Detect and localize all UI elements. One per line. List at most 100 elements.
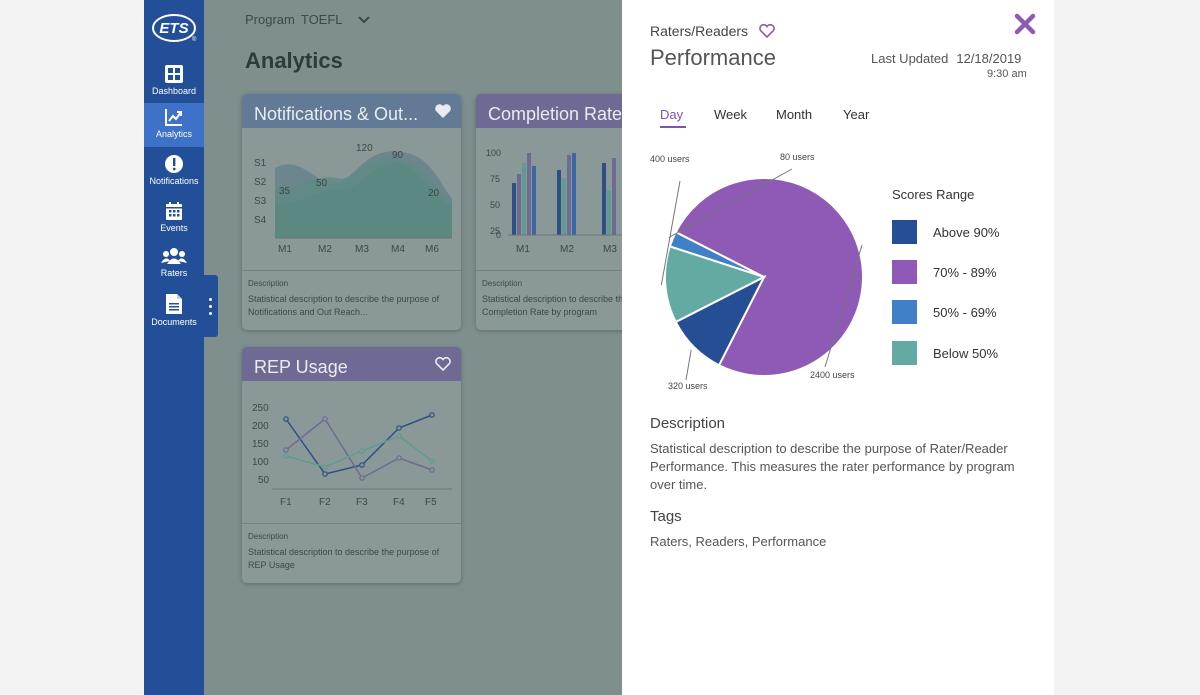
y-tick-label: S3 <box>254 196 267 207</box>
legend-swatch <box>892 220 917 244</box>
pie-slice[interactable] <box>674 177 864 377</box>
description-text: Statistical description to describe the … <box>248 547 440 570</box>
legend-label: 50% - 69% <box>933 305 997 320</box>
sidebar-item-label: Dashboard <box>151 86 197 96</box>
description-text: Statistical description to describe the … <box>248 294 440 317</box>
pie-data-label: 80 users <box>780 152 815 162</box>
x-tick-label: M6 <box>425 244 439 255</box>
x-tick-label: F2 <box>319 497 331 508</box>
sidebar-item-notifications[interactable]: Notifications <box>144 150 204 194</box>
last-updated-date: 12/18/2019 <box>956 51 1022 66</box>
card-description: Description Statistical description to d… <box>242 523 461 583</box>
last-updated-label: Last Updated <box>871 51 949 66</box>
x-tick-label: M4 <box>391 244 405 255</box>
x-tick-label: F4 <box>393 497 405 508</box>
sidebar-item-events[interactable]: Events <box>144 197 204 241</box>
card-header: Notifications & Out... <box>242 94 461 128</box>
description-heading: Description <box>650 415 726 432</box>
x-tick-label: F5 <box>425 497 437 508</box>
tags-heading: Tags <box>650 508 682 525</box>
data-label: 120 <box>356 143 373 154</box>
description-text: Statistical description to describe the … <box>482 294 674 317</box>
heart-outline-icon[interactable] <box>434 356 452 372</box>
card-description: Description Statistical description to d… <box>476 270 695 330</box>
registered-mark: ® <box>192 36 197 43</box>
pie-leader-line <box>660 180 681 286</box>
tab-label: Day <box>660 107 684 122</box>
pie-data-label: 320 users <box>668 381 708 391</box>
program-selector[interactable]: Program TOEFL <box>245 12 370 27</box>
description-label: Description <box>482 279 523 288</box>
y-tick-label: S1 <box>254 158 267 169</box>
document-icon <box>166 294 182 314</box>
card-title: Completion Rate <box>488 104 623 124</box>
notifications-card[interactable]: Notifications & Out... S1 S2 S3 S4 35 50… <box>242 94 461 330</box>
x-tick-label: M1 <box>278 244 292 255</box>
close-icon[interactable] <box>1014 13 1036 35</box>
x-tick-label: M3 <box>355 244 369 255</box>
card-header: REP Usage <box>242 347 461 381</box>
heart-outline-icon[interactable] <box>758 23 776 39</box>
data-label: 50 <box>316 178 328 189</box>
x-tick-label: M1 <box>516 244 530 255</box>
chevron-down-icon <box>357 16 370 24</box>
legend-item: Above 90% <box>892 220 1042 244</box>
y-tick-label: 250 <box>252 403 269 414</box>
description-text: Statistical description to describe the … <box>650 441 1015 492</box>
sidebar-item-documents[interactable]: Documents <box>144 289 204 333</box>
card-title: Notifications & Out... <box>254 104 419 124</box>
users-icon <box>161 248 187 264</box>
card-title: REP Usage <box>254 357 348 377</box>
pie-chart: 80 users 2400 users 320 users 400 users <box>650 152 864 391</box>
tab-month[interactable]: Month <box>776 107 813 122</box>
line-chart: 250 200 150 100 50 F1 F2 F3 F4 F5 <box>252 403 452 508</box>
tab-day[interactable]: Day <box>660 107 686 128</box>
ets-logo-text: ETS <box>159 20 188 37</box>
ets-logo[interactable]: ETS ® <box>151 12 197 44</box>
x-tick-label: M3 <box>603 244 617 255</box>
y-tick-label: 75 <box>490 174 500 184</box>
sidebar-item-label: Analytics <box>155 129 192 139</box>
kebab-dot <box>209 312 212 315</box>
sidebar-expand-handle[interactable] <box>204 275 218 337</box>
legend-swatch <box>892 341 917 365</box>
analytics-icon <box>165 109 182 126</box>
pie-data-label: 2400 users <box>810 370 855 380</box>
tab-week[interactable]: Week <box>714 107 747 122</box>
y-tick-label: 150 <box>252 439 269 450</box>
active-tab-indicator <box>660 126 686 128</box>
heart-icon[interactable] <box>434 103 452 119</box>
legend-item: 70% - 89% <box>892 260 1042 284</box>
last-updated-time: 9:30 am <box>987 68 1027 80</box>
y-tick-label: 100 <box>486 148 501 158</box>
legend-swatch <box>892 260 917 284</box>
pie-leader-line <box>824 245 863 368</box>
pie-slice[interactable] <box>664 245 767 324</box>
program-label: Program <box>245 12 295 27</box>
y-tick-label: S4 <box>254 215 267 226</box>
y-tick-label: 50 <box>258 475 270 486</box>
rep-usage-card[interactable]: REP Usage 250 200 150 100 50 F1 F2 F3 F4… <box>242 347 461 583</box>
calendar-icon <box>166 202 182 220</box>
x-tick-label: F1 <box>280 497 292 508</box>
sidebar-item-raters[interactable]: Raters <box>144 242 204 286</box>
program-value: TOEFL <box>300 12 343 27</box>
last-updated: Last Updated 12/18/2019 <box>871 51 1021 66</box>
sidebar-item-label: Events <box>160 223 188 233</box>
y-tick-label: 200 <box>252 421 269 432</box>
legend-swatch <box>892 300 917 324</box>
sidebar-item-dashboard[interactable]: Dashboard <box>144 60 204 104</box>
y-tick-label: 25 <box>490 226 500 236</box>
sidebar-item-label: Notifications <box>149 176 199 186</box>
tab-year[interactable]: Year <box>843 107 870 122</box>
page-title: Analytics <box>245 48 343 73</box>
x-tick-label: M2 <box>318 244 332 255</box>
data-label: 20 <box>428 188 440 199</box>
sidebar-item-analytics[interactable]: Analytics <box>144 103 204 147</box>
panel-title: Performance <box>650 45 776 70</box>
pie-leader-line <box>685 349 692 381</box>
sidebar-item-label: Documents <box>151 317 197 327</box>
y-tick-label: 100 <box>252 457 269 468</box>
pie-data-label: 400 users <box>650 154 690 164</box>
data-label: 90 <box>392 150 404 161</box>
